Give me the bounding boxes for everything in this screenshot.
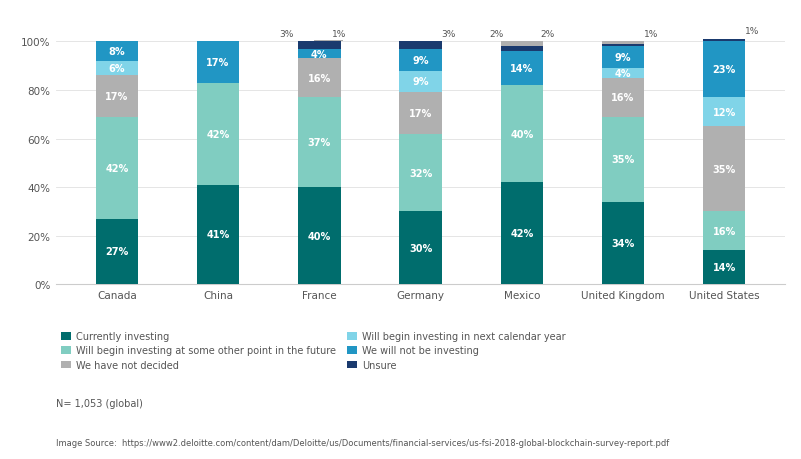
Legend: Currently investing, Will begin investing at some other point in the future, We : Currently investing, Will begin investin… — [61, 331, 566, 370]
Text: 34%: 34% — [611, 238, 634, 248]
Text: 1%: 1% — [746, 27, 760, 36]
Bar — [399, 72, 442, 93]
Bar — [399, 134, 442, 212]
Bar — [703, 98, 746, 127]
Text: 2%: 2% — [489, 30, 504, 39]
Text: 16%: 16% — [308, 74, 331, 84]
Text: 14%: 14% — [713, 263, 736, 273]
Text: 42%: 42% — [510, 229, 533, 239]
Text: N= 1,053 (global): N= 1,053 (global) — [56, 398, 143, 408]
Bar — [501, 52, 543, 86]
Text: 17%: 17% — [207, 58, 230, 68]
Text: 35%: 35% — [611, 155, 634, 165]
Bar — [602, 118, 644, 202]
Text: 9%: 9% — [614, 53, 631, 63]
Text: 42%: 42% — [207, 129, 230, 140]
Text: 2%: 2% — [540, 30, 554, 39]
Text: 3%: 3% — [280, 30, 294, 39]
Text: 16%: 16% — [713, 226, 736, 236]
Text: 4%: 4% — [311, 50, 328, 59]
Text: 8%: 8% — [108, 47, 125, 57]
Text: 16%: 16% — [611, 93, 634, 103]
Text: 40%: 40% — [510, 129, 533, 140]
Bar — [95, 62, 138, 76]
Bar — [602, 47, 644, 69]
Bar — [95, 76, 138, 118]
Bar — [602, 78, 644, 118]
Bar — [399, 42, 442, 50]
Text: 27%: 27% — [105, 247, 128, 257]
Bar — [602, 69, 644, 78]
Text: 37%: 37% — [308, 138, 331, 148]
Bar — [602, 45, 644, 47]
Bar — [298, 50, 340, 59]
Bar — [602, 202, 644, 285]
Bar — [501, 183, 543, 285]
Bar — [298, 98, 340, 188]
Bar — [501, 47, 543, 52]
Text: 9%: 9% — [413, 56, 429, 66]
Text: 6%: 6% — [109, 64, 125, 74]
Bar — [197, 185, 239, 285]
Text: 30%: 30% — [409, 243, 433, 253]
Bar — [703, 251, 746, 285]
Text: 17%: 17% — [105, 92, 128, 102]
Text: 4%: 4% — [614, 69, 631, 79]
Bar — [95, 118, 138, 219]
Bar — [703, 42, 746, 98]
Text: 14%: 14% — [510, 64, 533, 74]
Bar — [399, 93, 442, 134]
Bar — [197, 42, 239, 84]
Bar — [703, 40, 746, 42]
Text: 41%: 41% — [207, 230, 230, 240]
Text: 3%: 3% — [441, 30, 456, 39]
Bar — [501, 42, 543, 47]
Text: 9%: 9% — [413, 77, 429, 87]
Text: 1%: 1% — [332, 30, 347, 39]
Text: Image Source:  https://www2.deloitte.com/content/dam/Deloitte/us/Documents/finan: Image Source: https://www2.deloitte.com/… — [56, 438, 670, 447]
Bar — [298, 59, 340, 98]
Text: 12%: 12% — [713, 107, 736, 118]
Text: 17%: 17% — [409, 109, 433, 119]
Bar — [95, 219, 138, 285]
Bar — [399, 50, 442, 72]
Bar — [197, 84, 239, 185]
Bar — [501, 86, 543, 183]
Bar — [95, 42, 138, 62]
Bar — [298, 42, 340, 50]
Text: 42%: 42% — [105, 163, 128, 174]
Text: 35%: 35% — [713, 164, 736, 174]
Text: 1%: 1% — [644, 30, 658, 39]
Text: 32%: 32% — [409, 168, 433, 178]
Bar — [298, 188, 340, 285]
Bar — [703, 127, 746, 212]
Bar — [399, 212, 442, 285]
Bar — [602, 42, 644, 45]
Bar — [703, 212, 746, 251]
Text: 40%: 40% — [308, 231, 331, 241]
Text: 23%: 23% — [713, 65, 736, 75]
